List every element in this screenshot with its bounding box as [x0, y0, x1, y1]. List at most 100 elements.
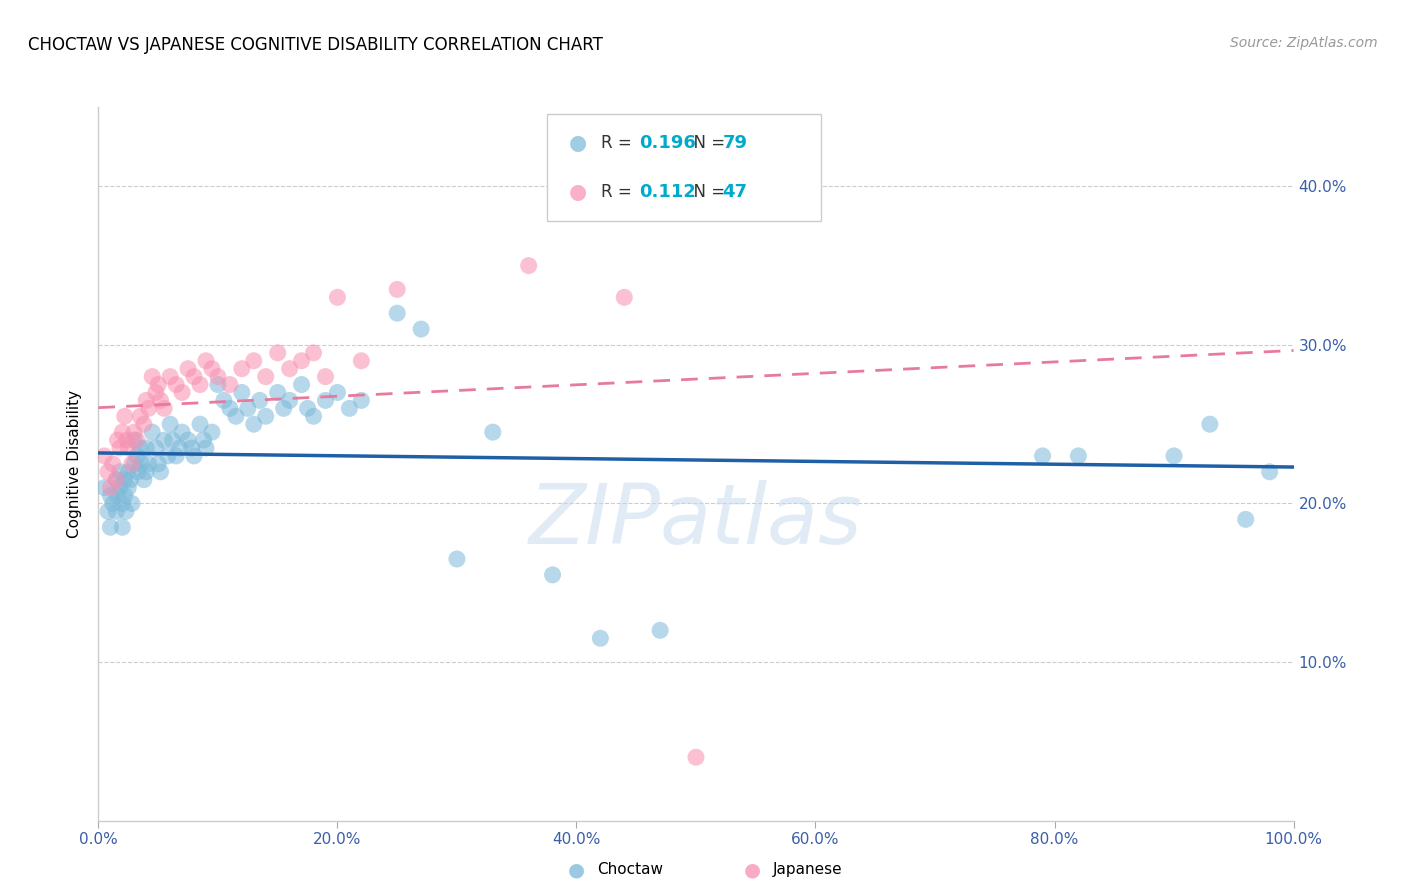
- Point: [114, 473, 136, 487]
- Point: [165, 377, 187, 392]
- Point: [172, 425, 194, 439]
- Point: [135, 393, 157, 408]
- Point: [219, 377, 242, 392]
- Y-axis label: Cognitive Disability: Cognitive Disability: [67, 390, 83, 538]
- Point: [117, 465, 139, 479]
- Point: [188, 377, 211, 392]
- Point: [326, 290, 349, 304]
- Point: [129, 409, 152, 424]
- Text: 0.196: 0.196: [640, 134, 696, 152]
- Point: [127, 465, 149, 479]
- Point: [131, 457, 153, 471]
- Point: [138, 457, 160, 471]
- Point: [145, 385, 167, 400]
- Point: [195, 441, 218, 455]
- Point: [149, 465, 172, 479]
- Point: [297, 401, 319, 416]
- Point: [135, 441, 157, 455]
- Text: N =: N =: [683, 134, 730, 152]
- Point: [114, 409, 136, 424]
- Point: [149, 393, 172, 408]
- Point: [107, 433, 129, 447]
- Point: [148, 457, 170, 471]
- Point: [231, 385, 253, 400]
- Point: [135, 465, 157, 479]
- Point: [148, 377, 170, 392]
- Point: [212, 393, 235, 408]
- Point: [121, 457, 143, 471]
- Text: R =: R =: [602, 134, 637, 152]
- Point: [172, 385, 194, 400]
- Point: [141, 369, 163, 384]
- Point: [273, 401, 295, 416]
- Point: [243, 417, 266, 432]
- Point: [145, 441, 167, 455]
- Point: [138, 401, 160, 416]
- Point: [105, 504, 128, 518]
- Point: [93, 449, 115, 463]
- Point: [183, 449, 205, 463]
- Point: [165, 449, 187, 463]
- Point: [481, 425, 505, 439]
- Point: [249, 393, 271, 408]
- Point: [159, 369, 181, 384]
- Text: ●: ●: [568, 860, 585, 880]
- Point: [120, 473, 142, 487]
- Point: [207, 377, 229, 392]
- Point: [446, 552, 468, 566]
- Text: Choctaw: Choctaw: [598, 863, 664, 877]
- Point: [350, 353, 373, 368]
- Text: N =: N =: [683, 184, 730, 202]
- Point: [201, 361, 224, 376]
- Point: [648, 624, 672, 638]
- Point: [180, 441, 202, 455]
- Point: [326, 385, 349, 400]
- Point: [101, 496, 124, 510]
- Point: [219, 401, 242, 416]
- Point: [1067, 449, 1090, 463]
- Point: [225, 409, 247, 424]
- Point: [302, 346, 325, 360]
- Point: [117, 441, 139, 455]
- Point: [243, 353, 266, 368]
- Point: [125, 449, 148, 463]
- Text: ●: ●: [568, 182, 586, 202]
- Point: [141, 425, 163, 439]
- Point: [162, 433, 184, 447]
- Point: [108, 465, 131, 479]
- Point: [201, 425, 224, 439]
- Point: [183, 369, 205, 384]
- Point: [1163, 449, 1185, 463]
- Text: ●: ●: [568, 133, 586, 153]
- Point: [115, 504, 138, 518]
- Point: [254, 409, 277, 424]
- Point: [339, 401, 361, 416]
- Text: 79: 79: [723, 134, 748, 152]
- Point: [111, 520, 134, 534]
- Point: [177, 433, 200, 447]
- Point: [1258, 465, 1281, 479]
- Point: [97, 504, 120, 518]
- Text: ZIPatlas: ZIPatlas: [529, 481, 863, 561]
- Point: [101, 457, 124, 471]
- Point: [124, 457, 146, 471]
- Point: [315, 393, 337, 408]
- Point: [114, 489, 136, 503]
- Point: [517, 259, 540, 273]
- Point: [115, 433, 138, 447]
- Point: [291, 353, 314, 368]
- Point: [195, 353, 218, 368]
- Point: [188, 417, 211, 432]
- Point: [589, 632, 612, 646]
- Point: [132, 417, 155, 432]
- Point: [207, 369, 229, 384]
- Point: [236, 401, 259, 416]
- Point: [231, 361, 253, 376]
- Point: [98, 489, 122, 503]
- Point: [111, 496, 134, 510]
- Text: 47: 47: [723, 184, 748, 202]
- Point: [411, 322, 433, 336]
- Point: [153, 433, 176, 447]
- Point: [385, 306, 409, 320]
- Point: [125, 433, 148, 447]
